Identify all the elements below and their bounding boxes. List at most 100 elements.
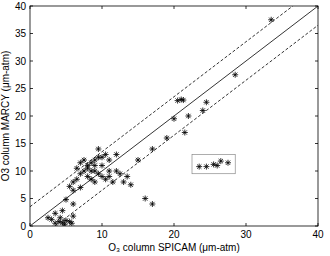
y-tick-right [315,33,318,34]
y-tick [30,6,33,7]
point [232,72,238,78]
point [92,168,98,174]
point [142,196,148,202]
y-tick [30,61,33,62]
y-tick-right [315,116,318,117]
point [185,113,191,119]
point [164,135,170,141]
y-tick [30,198,33,199]
point [103,152,109,158]
point [70,201,76,207]
highlight-box [192,155,235,174]
point [117,171,123,177]
x-tick-top [102,6,103,9]
point [45,215,51,221]
point [113,168,119,174]
y-tick-right [315,88,318,89]
y-tick-right [315,171,318,172]
x-tick-top [246,6,247,9]
point [57,215,63,221]
point [74,165,80,171]
y-tick-label: 15 [15,138,27,149]
point [225,160,231,166]
y-tick [30,171,33,172]
point [52,210,58,216]
point [81,157,87,163]
point [92,157,98,163]
y-tick-label: 10 [15,166,27,177]
point [149,201,155,207]
point [180,97,186,103]
point [106,157,112,163]
y-tick-label: 5 [20,193,26,204]
y-tick-label: 35 [15,28,27,39]
y-tick [30,116,33,117]
line-dashed [30,6,293,207]
y-tick [30,88,33,89]
plot-frame [30,6,318,226]
x-tick-label: 20 [168,229,180,240]
point [135,157,141,163]
point [70,179,76,185]
point [106,174,112,180]
y-tick-label: 20 [15,111,27,122]
x-tick [246,223,247,226]
point [171,116,177,122]
point [103,176,109,182]
y-tick-right [315,143,318,144]
axes: 0102030400510152025303540 [15,1,324,241]
point [128,182,134,188]
point [77,171,83,177]
y-tick [30,143,33,144]
point [268,17,274,23]
point [106,168,112,174]
plot-area [30,6,318,226]
point [77,160,83,166]
x-axis-label: O₃ column SPICAM (μm-atm) [108,242,240,253]
x-tick [102,223,103,226]
y-tick-label: 30 [15,56,27,67]
point [70,187,76,193]
point [196,164,202,170]
point [74,176,80,182]
point [88,160,94,166]
x-tick-label: 40 [312,229,324,240]
point [63,197,69,203]
y-tick [30,33,33,34]
point [203,99,209,105]
y-tick-right [315,61,318,62]
line-dashed [55,25,318,226]
y-tick-label: 0 [20,221,26,232]
y-tick-label: 25 [15,83,27,94]
x-tick-label: 0 [27,229,33,240]
point [62,221,68,226]
y-tick-right [315,198,318,199]
point [81,168,87,174]
point [59,208,65,214]
point [200,108,206,114]
y-axis-label: O3 column MARCY (μm-atm) [0,51,11,182]
x-tick [174,223,175,226]
point [182,130,188,136]
point [124,174,130,180]
point [92,179,98,185]
point [92,163,98,169]
point [85,174,91,180]
x-tick-top [30,6,31,9]
point [70,213,76,219]
point [99,163,105,169]
point [214,163,220,169]
point [85,163,91,169]
x-tick-label: 10 [96,229,108,240]
point [203,164,209,170]
point [121,179,127,185]
point [99,154,105,160]
point [149,146,155,152]
point [113,152,119,158]
point [99,174,105,180]
point [218,158,224,164]
chart: 0102030400510152025303540O₃ column SPICA… [0,0,330,256]
point [95,146,101,152]
x-tick-label: 30 [240,229,252,240]
x-tick-top [174,6,175,9]
